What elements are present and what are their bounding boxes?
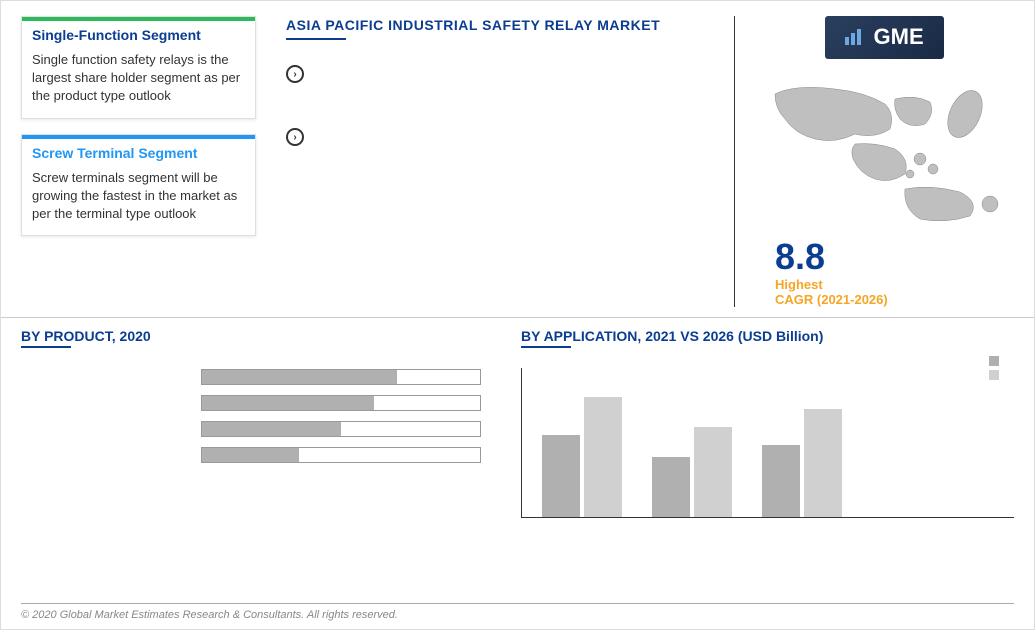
market-title: ASIA PACIFIC INDUSTRIAL SAFETY RELAY MAR… (286, 16, 734, 34)
bullet-row: › (286, 128, 734, 146)
legend-item (989, 356, 1004, 366)
logo-text: GME (874, 24, 924, 49)
segment-text: Screw terminals segment will be growing … (32, 169, 245, 224)
hbar-row (21, 394, 481, 412)
cagr-value: 8.8 (775, 239, 1014, 275)
segment-boxes: Single-Function Segment Single function … (21, 16, 256, 307)
hbar-track (201, 395, 481, 411)
segment-box-single-function: Single-Function Segment Single function … (21, 16, 256, 119)
cagr-label: Highest (775, 277, 1014, 292)
cagr-block: 8.8 Highest CAGR (2021-2026) (755, 239, 1014, 307)
footer-copyright: © 2020 Global Market Estimates Research … (21, 603, 1014, 621)
segment-title: Single-Function Segment (32, 27, 245, 43)
vbar-2021 (762, 445, 800, 517)
product-chart: BY PRODUCT, 2020 (21, 328, 501, 518)
hbar-row (21, 368, 481, 386)
chart-title: BY PRODUCT, 2020 (21, 328, 481, 344)
bullet-row: › (286, 65, 734, 83)
title-underline (286, 38, 346, 40)
chart-underline (21, 346, 71, 348)
vbar-2021 (652, 457, 690, 517)
vbar-2021 (542, 435, 580, 518)
middle-info: ASIA PACIFIC INDUSTRIAL SAFETY RELAY MAR… (276, 16, 734, 307)
vbar-group (542, 397, 622, 517)
legend (989, 356, 1004, 384)
vbar-2026 (584, 397, 622, 517)
right-panel: GME 8.8 Highest CAGR (2021-2026) (734, 16, 1014, 307)
hbar-fill (202, 370, 397, 384)
hbar-row (21, 446, 481, 464)
vbar-group (652, 427, 732, 517)
accent-bar (22, 135, 255, 139)
cagr-period: CAGR (2021-2026) (775, 292, 1014, 307)
hbar-fill (202, 396, 374, 410)
chevron-icon: › (286, 128, 304, 146)
legend-swatch (989, 356, 999, 366)
hbar-row (21, 420, 481, 438)
segment-title: Screw Terminal Segment (32, 145, 245, 161)
vbar-container (521, 368, 1014, 518)
logo-icon (845, 25, 863, 51)
hbar-fill (202, 448, 299, 462)
logo: GME (825, 16, 943, 59)
chart-title: BY APPLICATION, 2021 VS 2026 (USD Billio… (521, 328, 1014, 344)
legend-swatch (989, 370, 999, 380)
hbar-track (201, 447, 481, 463)
hbar-track (201, 421, 481, 437)
hbar-track (201, 369, 481, 385)
vbar-2026 (694, 427, 732, 517)
vbar-2026 (804, 409, 842, 517)
chart-underline (521, 346, 571, 348)
application-chart: BY APPLICATION, 2021 VS 2026 (USD Billio… (501, 328, 1014, 518)
accent-bar (22, 17, 255, 21)
hbar-fill (202, 422, 341, 436)
hbar-container (21, 368, 481, 464)
segment-text: Single function safety relays is the lar… (32, 51, 245, 106)
segment-box-screw-terminal: Screw Terminal Segment Screw terminals s… (21, 134, 256, 237)
asia-pacific-map (755, 74, 1014, 229)
chevron-icon: › (286, 65, 304, 83)
legend-item (989, 370, 1004, 380)
vbar-group (762, 409, 842, 517)
